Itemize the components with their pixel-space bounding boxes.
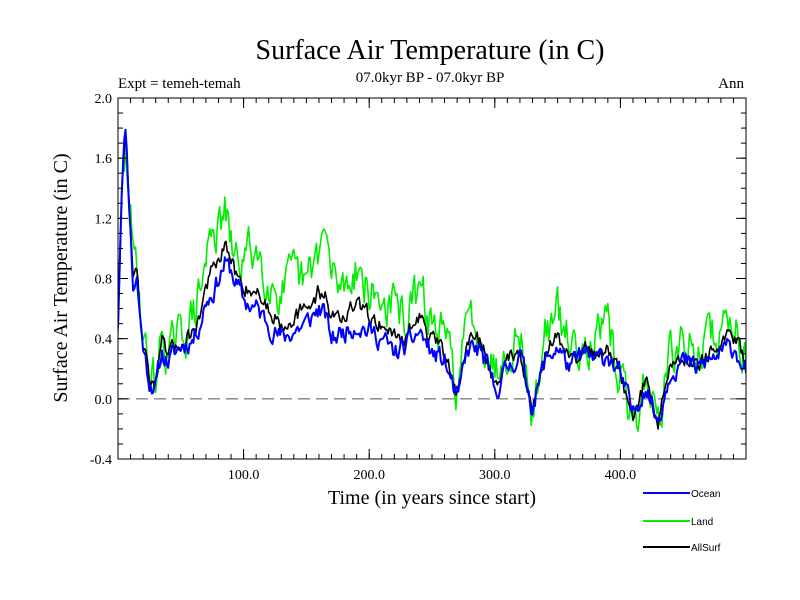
x-axis: 100.0 200.0 300.0 400.0 — [130, 98, 734, 483]
series-line-allsurf — [118, 131, 746, 430]
x-tick-label: 300.0 — [479, 468, 511, 483]
legend-label-ocean: Ocean — [691, 489, 720, 500]
legend-label-allsurf: AllSurf — [691, 543, 721, 554]
series-line-land — [118, 143, 746, 432]
chart-title: Surface Air Temperature (in C) — [256, 35, 605, 66]
legend-label-land: Land — [691, 517, 713, 528]
x-tick-label: 400.0 — [605, 468, 637, 483]
x-tick-label: 100.0 — [228, 468, 260, 483]
experiment-label: Expt = temeh-temah — [118, 76, 241, 92]
x-tick-label: 200.0 — [353, 468, 385, 483]
y-axis: -0.4 0.0 0.4 0.8 1.2 1.6 2.0 — [90, 92, 746, 468]
y-tick-label: 2.0 — [95, 92, 113, 107]
legend: Ocean Land AllSurf — [643, 489, 721, 554]
season-label: Ann — [718, 76, 744, 92]
y-tick-label: 0.8 — [95, 273, 113, 288]
y-tick-label: -0.4 — [90, 453, 112, 468]
y-axis-label: Surface Air Temperature (in C) — [50, 153, 72, 402]
y-tick-label: 1.2 — [95, 212, 113, 227]
series-layer — [118, 128, 746, 432]
series-line-ocean — [118, 128, 746, 423]
y-tick-label: 0.4 — [95, 333, 113, 348]
chart-subtitle: 07.0kyr BP - 07.0kyr BP — [356, 70, 505, 86]
y-tick-label: 1.6 — [95, 152, 113, 167]
y-tick-label: 0.0 — [95, 393, 113, 408]
x-axis-label: Time (in years since start) — [328, 487, 536, 509]
